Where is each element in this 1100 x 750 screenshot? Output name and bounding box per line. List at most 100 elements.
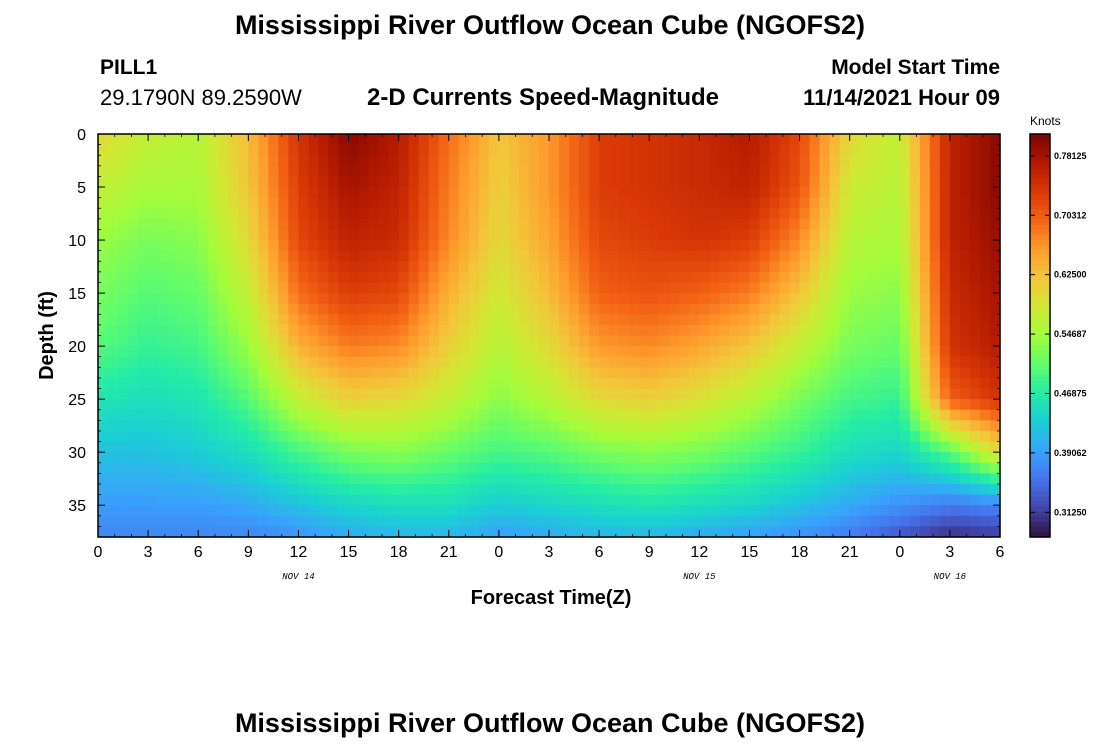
heatmap-cell: [128, 441, 139, 453]
heatmap-cell: [599, 218, 610, 231]
heatmap-cell: [559, 314, 570, 326]
heatmap-cell: [659, 250, 670, 262]
heatmap-cell: [478, 356, 490, 368]
heatmap-cell: [298, 208, 310, 220]
heatmap-cell: [438, 483, 450, 496]
heatmap-cell: [679, 324, 690, 337]
heatmap-cell: [939, 282, 951, 294]
heatmap-cell: [348, 293, 360, 305]
heatmap-cell: [809, 303, 821, 315]
heatmap-cell: [118, 271, 129, 284]
heatmap-cell: [308, 208, 320, 220]
heatmap-cell: [659, 409, 670, 421]
heatmap-cell: [699, 155, 710, 167]
heatmap-cell: [318, 218, 330, 231]
heatmap-cell: [679, 388, 690, 400]
heatmap-cell: [729, 187, 741, 199]
colorbar-swatch: [1030, 310, 1050, 316]
heatmap-cell: [939, 250, 951, 262]
heatmap-cell: [278, 176, 290, 188]
heatmap-cell: [909, 282, 921, 294]
x-tick-label: 6: [595, 544, 604, 561]
heatmap-cell: [849, 441, 861, 453]
heatmap-cell: [659, 324, 670, 337]
heatmap-cell: [649, 473, 660, 485]
heatmap-cell: [278, 134, 290, 146]
heatmap-cell: [518, 240, 530, 252]
heatmap-cell: [168, 494, 179, 506]
heatmap-cell: [559, 187, 570, 199]
heatmap-cell: [869, 409, 881, 421]
heatmap-cell: [108, 324, 119, 337]
heatmap-cell: [679, 293, 690, 305]
heatmap-cell: [699, 441, 710, 453]
heatmap-cell: [518, 218, 530, 231]
heatmap-cell: [709, 218, 720, 231]
heatmap-cell: [809, 271, 821, 284]
heatmap-cell: [809, 197, 821, 209]
heatmap-cell: [448, 430, 460, 443]
heatmap-cell: [308, 335, 320, 347]
heatmap-cell: [809, 515, 821, 527]
heatmap-cell: [879, 452, 891, 464]
heatmap-cell: [739, 388, 751, 400]
heatmap-cell: [949, 314, 961, 326]
heatmap-cell: [699, 452, 710, 464]
heatmap-cell: [729, 452, 741, 464]
heatmap-cell: [659, 187, 670, 199]
heatmap-cell: [599, 271, 610, 284]
heatmap-cell: [989, 452, 1001, 464]
heatmap-cell: [198, 303, 209, 315]
heatmap-cell: [889, 346, 901, 358]
heatmap-cell: [348, 165, 360, 178]
heatmap-cell: [318, 324, 330, 337]
heatmap-cell: [508, 462, 520, 474]
heatmap-cell: [418, 399, 430, 411]
heatmap-cell: [128, 187, 139, 199]
heatmap-cell: [809, 420, 821, 432]
heatmap-cell: [969, 197, 981, 209]
heatmap-cell: [629, 324, 640, 337]
heatmap-cell: [729, 356, 741, 368]
heatmap-cell: [188, 218, 199, 231]
heatmap-cell: [689, 240, 700, 252]
heatmap-cell: [518, 144, 530, 156]
heatmap-cell: [739, 494, 751, 506]
heatmap-cell: [408, 293, 420, 305]
heatmap-cell: [579, 473, 590, 485]
heatmap-cell: [98, 144, 109, 156]
colorbar-swatch: [1030, 471, 1050, 478]
heatmap-cell: [188, 261, 199, 273]
heatmap-cell: [338, 335, 350, 347]
heatmap-cell: [118, 441, 129, 453]
heatmap-cell: [959, 197, 971, 209]
heatmap-cell: [178, 229, 189, 241]
heatmap-cell: [709, 441, 720, 453]
heatmap-cell: [919, 367, 931, 379]
heatmap-cell: [759, 240, 771, 252]
heatmap-cell: [468, 388, 480, 400]
heatmap-cell: [639, 282, 650, 294]
heatmap-cell: [368, 314, 380, 326]
colorbar-swatch: [1030, 421, 1050, 427]
heatmap-cell: [879, 293, 891, 305]
heatmap-cell: [789, 314, 801, 326]
heatmap-cell: [869, 197, 881, 209]
heatmap-cell: [348, 494, 360, 506]
heatmap-cell: [959, 452, 971, 464]
heatmap-cell: [228, 399, 239, 411]
heatmap-cell: [599, 197, 610, 209]
heatmap-cell: [929, 271, 941, 284]
heatmap-cell: [659, 293, 670, 305]
heatmap-cell: [719, 176, 730, 188]
heatmap-cell: [839, 335, 851, 347]
heatmap-cell: [759, 367, 771, 379]
heatmap-cell: [629, 515, 640, 527]
heatmap-cell: [649, 441, 660, 453]
heatmap-cell: [418, 165, 430, 178]
heatmap-cell: [288, 271, 300, 284]
heatmap-cell: [198, 165, 209, 178]
heatmap-cell: [879, 335, 891, 347]
heatmap-cell: [198, 515, 209, 527]
heatmap-cell: [408, 356, 420, 368]
